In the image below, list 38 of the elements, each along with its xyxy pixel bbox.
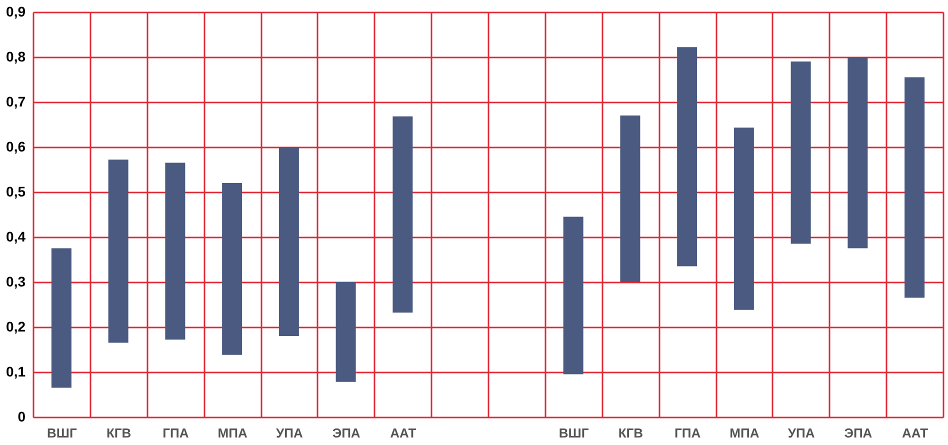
y-tick-label: 0,6 (6, 138, 26, 154)
bar (563, 216, 584, 374)
y-tick-label: 0,3 (6, 274, 26, 290)
y-tick-label: 0,2 (6, 318, 26, 334)
x-tick-label: ГПА (674, 426, 702, 440)
x-tick-label: ЭПА (332, 426, 361, 440)
x-tick-label: КГВ (106, 426, 132, 440)
y-tick-label: 0,9 (6, 4, 26, 20)
bar (222, 183, 242, 355)
x-tick-label: ААТ (390, 426, 416, 440)
bar (904, 77, 925, 298)
bar (278, 147, 299, 336)
bar (848, 57, 868, 248)
x-tick-label: ВШГ (47, 426, 78, 440)
x-tick-label: ААТ (902, 426, 928, 440)
bar (108, 160, 128, 343)
x-tick-label: МПА (218, 426, 248, 440)
x-tick-label: ЭПА (844, 426, 873, 440)
bar (51, 248, 72, 388)
bar (677, 47, 698, 266)
y-tick-label: 0,7 (6, 94, 26, 110)
x-tick-label: КГВ (618, 426, 644, 440)
y-tick-label: 0,1 (6, 364, 26, 380)
x-tick-label: ГПА (162, 426, 190, 440)
x-tick-label: УПА (788, 426, 816, 440)
bar (790, 62, 811, 244)
bar (165, 162, 186, 340)
y-tick-label: 0,4 (6, 228, 26, 244)
y-tick-label: 0,8 (6, 48, 26, 64)
bar (734, 128, 754, 310)
bar (336, 282, 356, 382)
bar (392, 116, 413, 313)
y-tick-label: 0 (18, 408, 26, 424)
x-tick-label: ВШГ (558, 426, 590, 440)
y-tick-label: 0,5 (6, 184, 26, 200)
x-tick-label: УПА (276, 426, 304, 440)
x-tick-label: МПА (730, 426, 760, 440)
bar (620, 116, 640, 282)
